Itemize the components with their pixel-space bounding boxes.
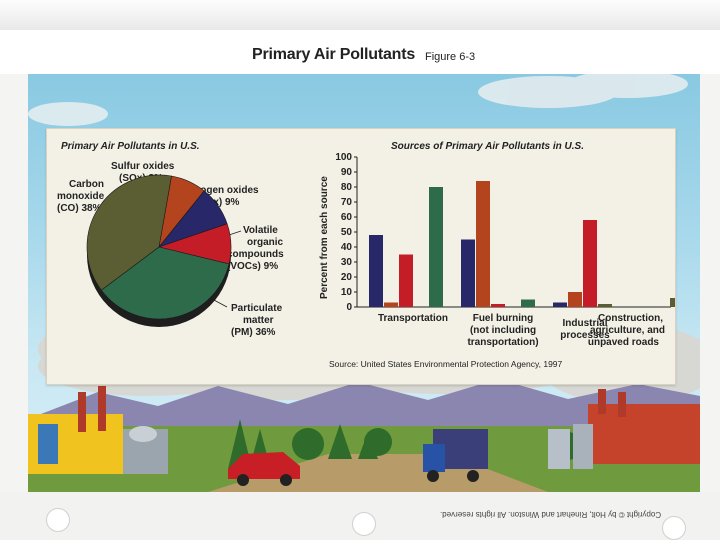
category-label-construction-3: unpaved roads — [588, 337, 660, 348]
red-car — [228, 452, 300, 486]
punch-hole-right — [662, 516, 686, 540]
category-label-industrial-2: processes — [560, 330, 610, 341]
bar-y-tick-label: 20 — [341, 272, 353, 283]
bar-0-4 — [429, 187, 443, 307]
category-label-construction-2: agriculture, and — [590, 325, 665, 336]
copyright-note: Copyright © by Holt, Rinehart and Winsto… — [440, 510, 662, 519]
bar-y-tick-label: 0 — [346, 302, 352, 313]
mountains — [28, 379, 700, 434]
pie-label-co-1: Carbon — [69, 179, 104, 190]
chart-panel: Primary Air Pollutants in U.S. Carbon mo… — [46, 128, 676, 385]
pie-label-voc-3: compounds — [227, 249, 284, 260]
scan-top-edge — [0, 0, 720, 30]
pie-label-pm-1: Particulate — [231, 303, 283, 314]
bar-2-3 — [598, 304, 612, 307]
source-note: Source: United States Environmental Prot… — [329, 359, 563, 369]
bar-0-2 — [399, 254, 413, 307]
bar-2-0 — [553, 302, 567, 307]
bar-ylabel: Percent from each source — [319, 176, 330, 299]
pie-label-voc-4: (VOCs) 9% — [227, 261, 278, 272]
sky-clouds — [28, 74, 688, 126]
bar-y-tick-label: 50 — [341, 227, 353, 238]
bar-3-3 — [670, 298, 675, 307]
bar-1-1 — [476, 181, 490, 307]
bar-1-2 — [491, 304, 505, 307]
category-label-industrial-1b: Industrial — [562, 318, 607, 329]
pie-title: Primary Air Pollutants in U.S. — [61, 141, 200, 152]
bar-0-1 — [384, 302, 398, 307]
header-band — [0, 30, 720, 74]
bar-y-tick-label: 70 — [341, 197, 353, 208]
bar-y-tick-label: 60 — [341, 212, 353, 223]
bar-y-tick-label: 10 — [341, 287, 353, 298]
figure-number: Figure 6-3 — [425, 51, 476, 63]
pie-label-nox-1: Nitrogen oxides — [183, 185, 259, 196]
category-label-fuel-2: (not including — [470, 325, 536, 336]
bar-category-labels: Transportation Fuel burning (not includi… — [378, 313, 665, 348]
bar-2-1 — [568, 292, 582, 307]
pie-label-nox-2: (NOx) 9% — [195, 197, 240, 208]
bar-y-tick-label: 30 — [341, 257, 353, 268]
bar-y-tick-label: 40 — [341, 242, 353, 253]
pie-label-pm-2: matter — [243, 315, 274, 326]
bar-title: Sources of Primary Air Pollutants in U.S… — [391, 141, 584, 152]
punch-hole-left — [46, 508, 70, 532]
category-label-construction-1: Construction, — [598, 313, 663, 324]
bar-y-tick-label: 90 — [341, 167, 353, 178]
bar-chart: 0 10 20 30 40 50 60 70 80 90 100 — [335, 152, 675, 313]
factory-right — [548, 389, 700, 469]
pie-label-co-3: (CO) 38% — [57, 203, 102, 214]
bar-y-tick-label: 80 — [341, 182, 353, 193]
pie-slice-carbon — [86, 174, 172, 291]
pie-slice-particulate — [100, 246, 230, 320]
pie-label-voc-2: organic — [247, 237, 284, 248]
bar-1-4 — [521, 299, 535, 307]
pie-chart — [86, 174, 232, 327]
category-label-fuel-3: transportation) — [467, 337, 538, 348]
factory-left — [28, 386, 168, 474]
category-label-transportation: Transportation — [378, 313, 448, 324]
blue-truck — [423, 429, 488, 482]
page-title: Primary Air Pollutants — [252, 46, 416, 63]
category-label-fuel-1: Fuel burning — [473, 313, 534, 324]
punch-hole-middle — [352, 512, 376, 536]
bar-y-tick-label: 100 — [335, 152, 352, 163]
charts-svg: Primary Air Pollutants in U.S. Carbon mo… — [57, 141, 675, 369]
bar-2-2 — [583, 220, 597, 307]
pie-label-sox-1: Sulfur oxides — [111, 161, 175, 172]
illustration-poster: Primary Air Pollutants in U.S. Carbon mo… — [28, 74, 700, 492]
bar-0-0 — [369, 235, 383, 307]
pie-label-pm-3: (PM) 36% — [231, 327, 276, 338]
pie-label-voc-1: Volatile — [243, 225, 278, 236]
bar-1-0 — [461, 239, 475, 307]
pie-label-co-2: monoxide — [57, 191, 105, 202]
